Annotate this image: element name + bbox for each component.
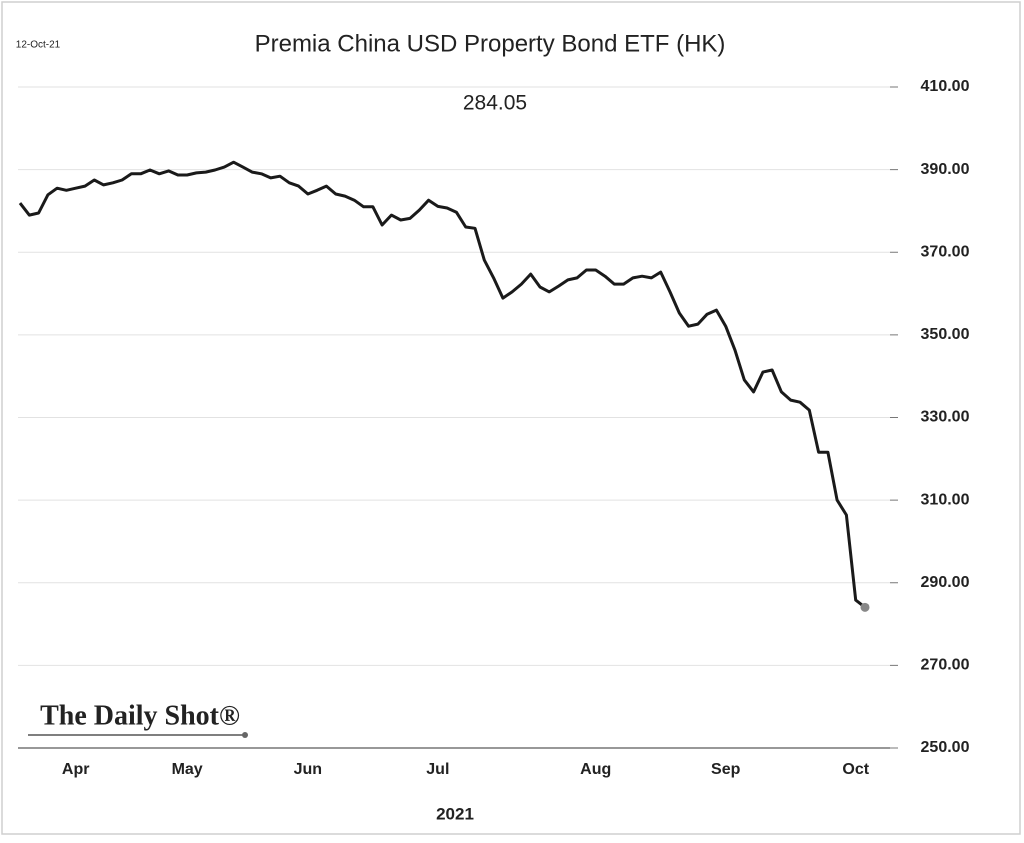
y-tick-label: 350.00	[921, 326, 970, 343]
x-tick-label: Apr	[62, 761, 90, 778]
end-marker	[860, 602, 870, 612]
chart-title: Premia China USD Property Bond ETF (HK)	[255, 30, 726, 57]
x-tick-label: Sep	[711, 761, 741, 778]
chart-date: 12-Oct-21	[16, 40, 61, 51]
x-tick-label: Jun	[294, 761, 322, 778]
y-tick-label: 390.00	[921, 161, 970, 178]
line-series	[18, 160, 866, 609]
y-tick-label: 310.00	[921, 491, 970, 508]
watermark-dot	[242, 732, 248, 738]
y-tick-label: 410.00	[921, 78, 970, 95]
y-tick-label: 290.00	[921, 574, 970, 591]
watermark: The Daily Shot®	[40, 700, 240, 731]
x-tick-label: May	[172, 761, 203, 778]
x-tick-label: Aug	[580, 761, 611, 778]
y-tick-label: 330.00	[921, 409, 970, 426]
x-tick-label: Jul	[426, 761, 449, 778]
x-axis-label: 2021	[436, 804, 474, 823]
y-tick-label: 250.00	[921, 739, 970, 756]
y-tick-label: 270.00	[921, 657, 970, 674]
annotation: 284.05	[463, 92, 527, 115]
y-tick-label: 370.00	[921, 243, 970, 260]
x-tick-label: Oct	[842, 761, 869, 778]
